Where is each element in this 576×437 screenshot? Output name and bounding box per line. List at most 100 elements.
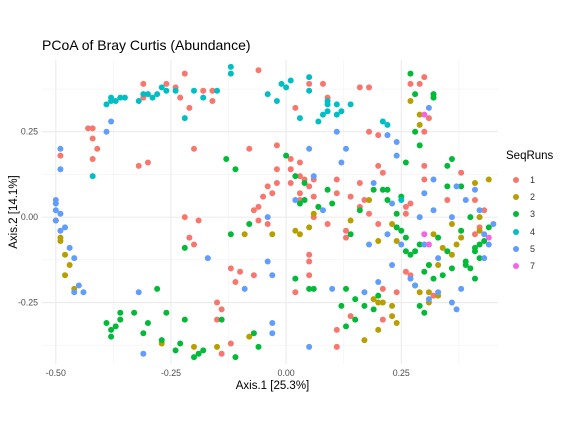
data-point-series-7 [485, 234, 492, 241]
data-point-series-1 [287, 166, 294, 173]
data-point-series-7 [421, 111, 428, 118]
data-point-series-1 [218, 306, 225, 313]
data-point-series-3 [361, 302, 368, 309]
data-point-series-1 [471, 231, 478, 238]
data-point-series-3 [462, 261, 469, 268]
data-point-series-3 [458, 227, 465, 234]
data-point-series-1 [379, 169, 386, 176]
data-point-series-3 [352, 296, 359, 303]
data-point-series-1 [246, 145, 253, 152]
data-point-series-5 [269, 272, 276, 279]
data-point-series-5 [103, 128, 110, 135]
data-point-series-1 [306, 251, 313, 258]
data-point-series-2 [425, 289, 432, 296]
data-point-series-5 [430, 176, 437, 183]
data-point-series-3 [324, 186, 331, 193]
data-point-series-4 [117, 94, 124, 101]
x-tick-label: 0.25 [393, 368, 410, 378]
data-point-series-5 [430, 207, 437, 214]
data-point-series-5 [361, 289, 368, 296]
data-point-series-1 [181, 70, 188, 77]
data-point-series-3 [144, 320, 151, 327]
data-point-series-3 [117, 316, 124, 323]
data-point-series-1 [237, 268, 244, 275]
data-point-series-5 [108, 118, 115, 125]
x-tick-label: -0.50 [46, 368, 66, 378]
data-point-series-3 [338, 302, 345, 309]
data-point-series-2 [393, 320, 400, 327]
data-point-series-1 [250, 207, 257, 214]
data-point-series-1 [366, 84, 373, 91]
data-point-series-3 [112, 323, 119, 330]
data-point-series-1 [393, 289, 400, 296]
data-point-series-3 [425, 261, 432, 268]
x-tick-label: 0.00 [278, 368, 295, 378]
data-point-series-3 [108, 333, 115, 340]
data-point-series-3 [458, 183, 465, 190]
data-point-series-1 [89, 156, 96, 163]
data-point-series-5 [375, 279, 382, 286]
data-point-series-5 [306, 343, 313, 350]
data-point-series-3 [412, 91, 419, 98]
data-point-series-5 [481, 231, 488, 238]
data-point-series-1 [333, 343, 340, 350]
data-point-series-3 [181, 244, 188, 251]
data-point-series-1 [255, 217, 262, 224]
data-point-series-4 [283, 84, 290, 91]
data-point-series-3 [412, 128, 419, 135]
chart-title: PCoA of Bray Curtis (Abundance) [42, 37, 251, 53]
data-point-series-2 [306, 224, 313, 231]
data-point-series-5 [384, 231, 391, 238]
data-point-series-3 [154, 285, 161, 292]
data-point-series-1 [191, 145, 197, 152]
data-point-series-1 [306, 183, 313, 190]
data-point-series-5 [448, 214, 455, 221]
data-point-series-1 [361, 197, 368, 204]
data-point-series-1 [273, 166, 280, 173]
data-point-series-1 [356, 179, 363, 186]
y-tick-label: 0.00 [21, 212, 38, 222]
data-point-series-2 [416, 121, 423, 128]
data-point-series-3 [384, 197, 391, 204]
data-point-series-1 [366, 210, 373, 217]
data-point-series-5 [269, 320, 276, 327]
data-point-series-5 [269, 330, 276, 337]
legend-key-1 [513, 176, 519, 183]
legend-label-5: 5 [530, 243, 536, 254]
data-point-series-1 [232, 279, 239, 286]
data-point-series-3 [402, 234, 409, 241]
data-point-series-1 [407, 200, 414, 207]
data-point-series-7 [421, 231, 428, 238]
x-axis-label: Axis.1 [25.3%] [235, 380, 310, 392]
data-point-series-5 [57, 210, 64, 217]
data-point-series-4 [384, 121, 391, 128]
data-point-series-4 [315, 118, 322, 125]
y-tick-label: -0.25 [18, 298, 38, 308]
data-point-series-5 [370, 179, 377, 186]
data-point-series-1 [444, 197, 451, 204]
data-point-series-3 [407, 70, 414, 77]
legend-label-3: 3 [530, 209, 536, 220]
data-point-series-3 [430, 94, 437, 101]
data-point-series-1 [94, 145, 101, 152]
data-point-series-5 [393, 138, 400, 145]
data-point-series-4 [172, 87, 179, 94]
data-point-series-5 [471, 186, 478, 193]
data-point-series-5 [366, 241, 373, 248]
data-point-series-3 [292, 173, 299, 180]
data-point-series-3 [200, 347, 207, 354]
data-point-series-1 [481, 207, 488, 214]
data-point-series-3 [402, 248, 409, 255]
data-point-series-1 [89, 135, 96, 142]
data-point-series-1 [200, 87, 207, 94]
legend-items: 1 2 3 4 5 7 [506, 171, 553, 275]
legend-item-5: 5 [506, 240, 553, 257]
data-point-series-2 [347, 217, 354, 224]
data-point-series-3 [467, 265, 474, 272]
data-point-series-2 [375, 326, 382, 333]
data-point-series-5 [462, 197, 469, 204]
data-point-series-3 [430, 275, 437, 282]
data-point-series-2 [448, 251, 455, 258]
data-point-series-4 [296, 115, 303, 122]
data-point-series-2 [269, 231, 276, 238]
